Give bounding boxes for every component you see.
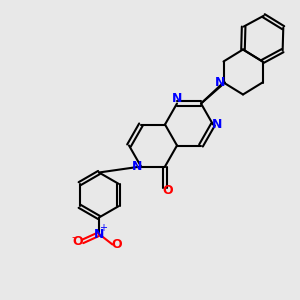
Text: N: N — [172, 92, 182, 106]
Text: O: O — [163, 184, 173, 197]
Text: N: N — [132, 160, 142, 173]
Text: -: - — [71, 232, 76, 242]
Text: N: N — [215, 76, 225, 89]
Text: N: N — [212, 118, 223, 131]
Text: N: N — [94, 227, 104, 241]
Text: O: O — [112, 238, 122, 251]
Text: +: + — [100, 223, 107, 233]
Text: O: O — [73, 235, 83, 248]
